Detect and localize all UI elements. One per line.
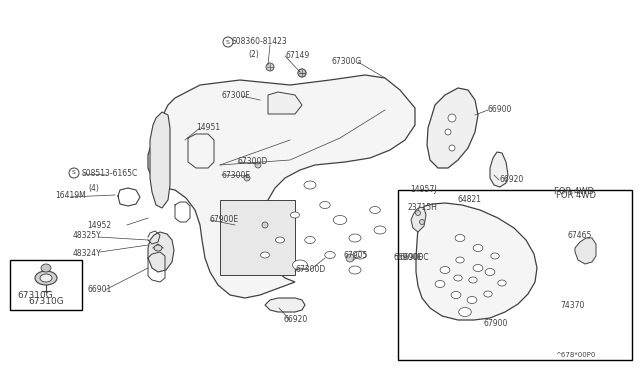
Polygon shape [416,203,537,320]
Text: 14951: 14951 [196,124,220,132]
Text: FOR 4WD: FOR 4WD [554,187,594,196]
Text: 23715H: 23715H [408,202,438,212]
Text: 66900E: 66900E [393,253,422,263]
Text: S: S [72,170,76,176]
Text: 67310G: 67310G [17,291,53,299]
Ellipse shape [266,63,274,71]
Text: 67300D: 67300D [238,157,268,167]
Text: 67300D: 67300D [296,266,326,275]
Polygon shape [411,207,426,232]
Ellipse shape [333,215,347,224]
Text: 67300F: 67300F [222,92,251,100]
Ellipse shape [473,244,483,251]
Text: 67900E: 67900E [210,215,239,224]
Ellipse shape [449,145,455,151]
Text: 66920: 66920 [499,176,524,185]
Text: 66901: 66901 [87,285,111,295]
Ellipse shape [454,275,462,281]
Text: 48325Y: 48325Y [73,231,102,240]
Text: (4): (4) [88,183,99,192]
Ellipse shape [346,254,354,262]
Ellipse shape [320,202,330,208]
Ellipse shape [459,308,471,317]
Polygon shape [150,112,170,208]
Ellipse shape [370,206,380,214]
Text: 67310G: 67310G [28,298,64,307]
Ellipse shape [456,257,464,263]
Ellipse shape [498,280,506,286]
Text: 16419M: 16419M [55,192,86,201]
Ellipse shape [467,296,477,304]
Text: S08513-6165C: S08513-6165C [82,170,138,179]
Ellipse shape [244,175,250,181]
Text: 74370: 74370 [560,301,584,310]
Text: S: S [226,39,230,45]
Polygon shape [268,92,302,114]
Bar [10,260,82,310]
Ellipse shape [419,219,424,224]
Ellipse shape [435,280,445,288]
Polygon shape [490,152,508,187]
Ellipse shape [154,245,162,251]
Ellipse shape [305,237,316,244]
Text: 14952: 14952 [87,221,111,230]
Text: 67905: 67905 [344,251,369,260]
Ellipse shape [41,264,51,272]
Text: 66900: 66900 [488,106,513,115]
Bar [398,190,632,360]
Text: 67900: 67900 [484,318,508,327]
Ellipse shape [349,234,361,242]
Ellipse shape [440,266,450,273]
Ellipse shape [298,69,306,77]
Ellipse shape [275,237,285,243]
Ellipse shape [445,129,451,135]
Ellipse shape [349,266,361,274]
Ellipse shape [324,251,335,259]
Text: 67300G: 67300G [332,58,362,67]
Ellipse shape [255,162,261,168]
Ellipse shape [473,264,483,272]
Ellipse shape [354,251,366,259]
Text: 64821: 64821 [457,196,481,205]
Ellipse shape [35,271,57,285]
Text: 66900C: 66900C [399,253,429,263]
Ellipse shape [291,212,300,218]
Ellipse shape [260,252,269,258]
Polygon shape [575,238,596,264]
Text: 66920: 66920 [284,315,308,324]
Ellipse shape [374,226,386,234]
Ellipse shape [484,291,492,297]
Ellipse shape [485,269,495,276]
Text: 67300E: 67300E [222,170,251,180]
Bar [220,200,295,275]
Text: ^678*00P0: ^678*00P0 [555,352,595,358]
Ellipse shape [40,274,52,282]
Ellipse shape [468,277,477,283]
Polygon shape [148,232,174,272]
Ellipse shape [455,234,465,241]
Ellipse shape [304,181,316,189]
Polygon shape [427,88,478,168]
Ellipse shape [292,260,307,270]
Ellipse shape [448,114,456,122]
Text: S08360-81423: S08360-81423 [232,38,288,46]
Text: 14957J: 14957J [410,186,436,195]
Text: FOR 4WD: FOR 4WD [556,192,596,201]
Ellipse shape [298,69,306,77]
Polygon shape [148,75,415,298]
Text: (2): (2) [248,51,259,60]
Ellipse shape [451,292,461,298]
Text: 67149: 67149 [285,51,309,60]
Text: 48324Y: 48324Y [73,250,102,259]
Ellipse shape [262,222,268,228]
Ellipse shape [415,211,420,215]
Ellipse shape [491,253,499,259]
Polygon shape [265,298,305,312]
Text: 67465: 67465 [568,231,593,241]
